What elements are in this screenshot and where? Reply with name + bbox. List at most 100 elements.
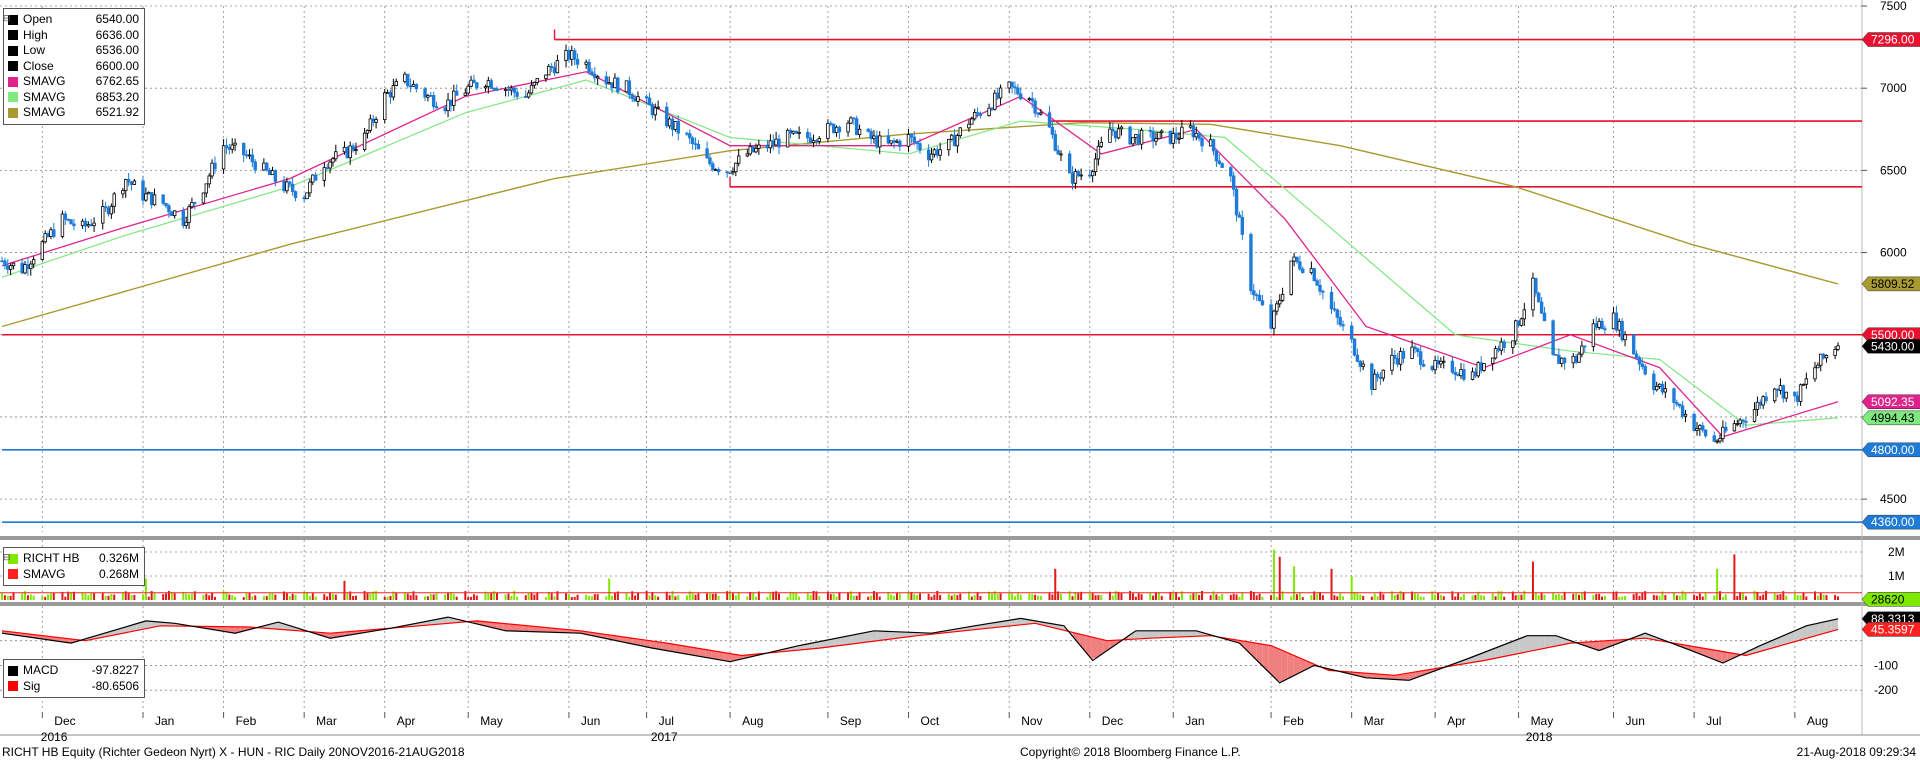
macd-fill xyxy=(1691,646,1698,653)
candle-body xyxy=(535,78,539,83)
volume-bar xyxy=(1180,591,1183,600)
volume-bar xyxy=(631,591,634,600)
volume-bar xyxy=(919,593,921,600)
legend-swatch xyxy=(8,45,18,56)
candle-body xyxy=(121,190,125,195)
candle-body xyxy=(1453,371,1457,375)
macd-fill xyxy=(999,620,1006,628)
macd-fill xyxy=(509,624,517,632)
volume-bar xyxy=(1019,594,1022,600)
volume-bar xyxy=(435,593,438,600)
volume-spike xyxy=(1531,561,1534,600)
macd-fill xyxy=(1146,630,1153,639)
candle-body xyxy=(66,218,70,221)
candle-body xyxy=(972,112,977,120)
volume-bar xyxy=(1301,597,1304,600)
legend-name: SMAVG xyxy=(23,74,66,88)
volume-bar xyxy=(1232,593,1235,600)
candle-body xyxy=(403,73,407,83)
volume-bar xyxy=(527,592,530,600)
candle-body xyxy=(1490,357,1495,364)
volume-bar xyxy=(1762,594,1765,600)
volume-bar xyxy=(1514,595,1517,600)
volume-bar xyxy=(1094,595,1097,600)
macd-fill xyxy=(148,621,155,629)
month-label: Feb xyxy=(1283,714,1304,728)
candle-body xyxy=(1197,132,1201,139)
candle-body xyxy=(1157,131,1161,139)
volume-spike xyxy=(1330,568,1333,600)
candle-body xyxy=(1358,360,1362,367)
collapse-icon[interactable]: ⊟ xyxy=(3,552,11,562)
volume-bar xyxy=(1681,590,1684,600)
volume-bar xyxy=(1221,593,1224,600)
candle-body xyxy=(1462,369,1466,380)
volume-bar xyxy=(1483,595,1486,600)
volume-bar xyxy=(1379,591,1382,600)
candle-body xyxy=(230,144,234,150)
volume-bar xyxy=(271,592,274,600)
macd-fill xyxy=(1366,673,1373,679)
footer-right: 21-Aug-2018 09:29:34 xyxy=(1797,745,1917,759)
volume-bar xyxy=(1480,595,1483,600)
volume-bar xyxy=(1704,592,1707,600)
candle-body xyxy=(1516,320,1521,326)
volume-bar xyxy=(467,597,470,600)
macd-fill xyxy=(1825,620,1832,633)
volume-bar xyxy=(714,593,717,600)
volume-bar xyxy=(927,593,930,600)
price-tick-label: 7000 xyxy=(1880,81,1907,95)
macd-fill xyxy=(454,618,461,623)
collapse-icon[interactable]: ⊟ xyxy=(3,13,11,23)
month-label: May xyxy=(1531,714,1554,728)
candle-body xyxy=(161,194,165,204)
candle-body xyxy=(676,121,680,134)
legend-swatch xyxy=(8,569,18,580)
candle-body xyxy=(285,181,289,192)
volume-bar xyxy=(590,596,593,600)
volume-bar xyxy=(1100,595,1103,600)
volume-bar xyxy=(1523,590,1526,600)
legend-name: MACD xyxy=(23,663,59,677)
macd-fill xyxy=(1287,652,1294,680)
macd-fill xyxy=(1501,643,1508,657)
candle-body xyxy=(1338,316,1342,326)
volume-bar xyxy=(1373,593,1376,600)
candle-body xyxy=(1793,391,1797,397)
candle-body xyxy=(1821,353,1826,359)
volume-bar xyxy=(910,592,913,600)
volume-bar xyxy=(533,594,536,600)
volume-bar xyxy=(711,593,714,600)
volume-bar xyxy=(766,597,769,600)
volume-bar xyxy=(1471,595,1474,600)
volume-bar xyxy=(829,594,832,600)
volume-bar xyxy=(262,596,265,600)
candle-body xyxy=(1390,354,1394,371)
macd-fill xyxy=(675,644,682,654)
candle-body xyxy=(1208,139,1213,147)
volume-bar xyxy=(153,592,156,600)
volume-bar xyxy=(208,595,211,600)
volume-bar xyxy=(1261,596,1264,600)
macd-fill xyxy=(877,630,884,641)
volume-bar xyxy=(645,591,648,600)
candle-body xyxy=(895,140,899,143)
candle-body xyxy=(193,201,197,204)
candle-body xyxy=(1070,172,1075,184)
macd-fill xyxy=(228,626,235,634)
candle-body xyxy=(101,206,105,224)
candle-body xyxy=(1479,362,1483,371)
legend-row: SMAVG 6853.20 xyxy=(8,90,139,106)
candle-body xyxy=(1712,435,1716,442)
volume-bar xyxy=(1051,594,1054,600)
macd-fill xyxy=(1813,622,1820,637)
macd-fill xyxy=(1262,644,1269,673)
volume-bar xyxy=(386,596,389,600)
candle-body xyxy=(1341,324,1345,327)
volume-bar xyxy=(403,592,406,600)
volume-bar xyxy=(205,593,208,600)
candle-body xyxy=(374,119,378,123)
volume-bar xyxy=(1212,591,1215,600)
volume-bar xyxy=(1356,593,1359,600)
